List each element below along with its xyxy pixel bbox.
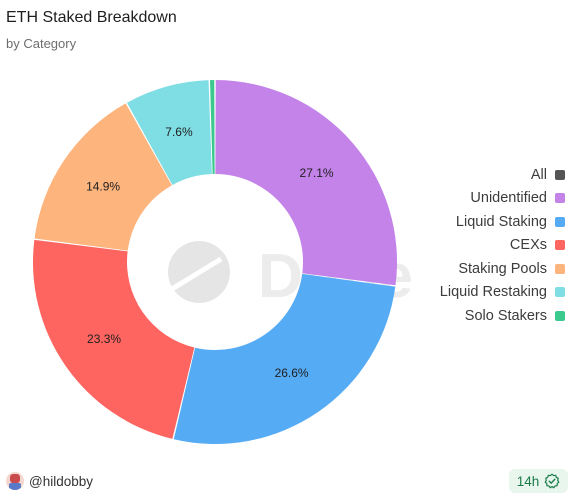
slice-liquid-restaking[interactable] (126, 80, 212, 185)
dune-logo-cut (170, 256, 223, 292)
legend-label: Solo Stakers (464, 307, 547, 324)
legend-label: All (530, 166, 547, 183)
legend-swatch (555, 216, 565, 227)
legend-label: Liquid Restaking (439, 284, 547, 301)
legend-item-unidentified[interactable]: Unidentified (440, 187, 565, 211)
legend-swatch (555, 310, 565, 321)
refresh-age: 14h (516, 473, 540, 489)
author-link[interactable]: @hildobby (6, 472, 93, 490)
slice-label: 23.3% (87, 332, 121, 346)
refresh-badge[interactable]: 14h (509, 469, 568, 493)
legend-label: Staking Pools (458, 260, 547, 277)
legend-label: Unidentified (470, 190, 547, 207)
slice-unidentified[interactable] (215, 80, 397, 286)
slice-label: 14.9% (86, 179, 120, 193)
legend-item-staking-pools[interactable]: Staking Pools (440, 257, 565, 281)
legend-swatch (555, 263, 565, 274)
legend-item-liquid-restaking[interactable]: Liquid Restaking (440, 281, 565, 305)
legend-label: Liquid Staking (455, 213, 547, 230)
slice-solo-stakers[interactable] (210, 80, 215, 175)
legend-label: CEXs (509, 237, 547, 254)
slice-label: 26.6% (275, 366, 309, 380)
chart-subtitle: by Category (6, 36, 77, 51)
slice-label: 27.1% (300, 166, 334, 180)
legend: All Unidentified Liquid Staking CEXs Sta… (440, 163, 565, 328)
author-name: @hildobby (29, 473, 93, 489)
slice-cexs[interactable] (32, 239, 195, 439)
slice-label: 7.6% (165, 125, 193, 139)
slice-liquid-staking[interactable] (173, 273, 396, 444)
legend-item-all[interactable]: All (440, 163, 565, 187)
legend-swatch (555, 169, 565, 180)
legend-swatch (555, 240, 565, 251)
legend-item-liquid-staking[interactable]: Liquid Staking (440, 210, 565, 234)
check-circle-icon (544, 473, 560, 489)
slice-staking-pools[interactable] (34, 103, 172, 251)
avatar (6, 472, 24, 490)
legend-swatch (555, 287, 565, 298)
legend-item-cexs[interactable]: CEXs (440, 234, 565, 258)
legend-item-solo-stakers[interactable]: Solo Stakers (440, 304, 565, 328)
legend-swatch (555, 193, 565, 204)
chart-title: ETH Staked Breakdown (6, 9, 177, 26)
